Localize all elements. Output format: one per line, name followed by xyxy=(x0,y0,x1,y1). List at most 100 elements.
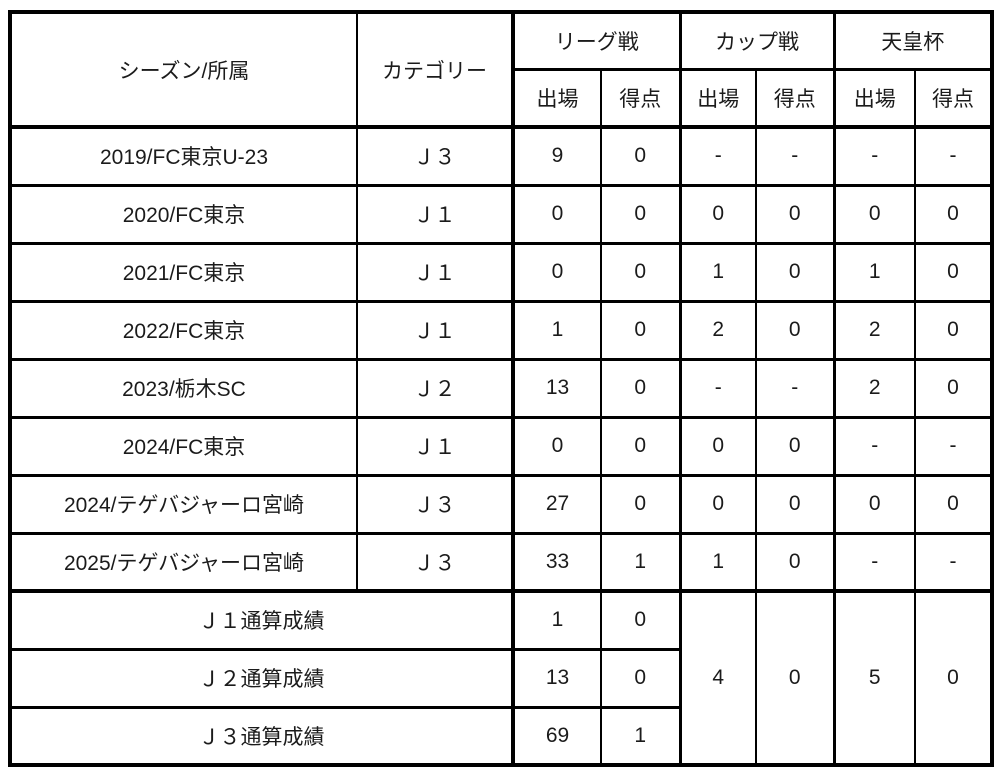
category-cell: Ｊ１ xyxy=(356,241,514,302)
career-stats-table: シーズン/所属 カテゴリー リーグ戦 カップ戦 天皇杯 出場 得点 出場 得点 … xyxy=(8,10,994,767)
totals-label-j1: Ｊ１通算成績 xyxy=(9,589,514,650)
cup-goals-cell: 0 xyxy=(755,183,835,244)
season-cell: 2024/テゲバジャーロ宮崎 xyxy=(9,473,358,534)
emperor-apps-cell: 2 xyxy=(832,357,916,418)
j2-total-apps-cell: 13 xyxy=(511,647,602,708)
season-cell: 2020/FC東京 xyxy=(9,183,358,244)
emperor-goals-cell: - xyxy=(914,125,993,186)
cup-apps-cell: 2 xyxy=(678,299,757,360)
cup-goals-cell: - xyxy=(755,125,835,186)
table-row: 2020/FC東京 Ｊ１ 0 0 0 0 0 0 xyxy=(9,183,993,244)
cup-apps-cell: 0 xyxy=(678,473,757,534)
emperor-apps-cell: 2 xyxy=(832,299,916,360)
totals-row-j3: Ｊ３通算成績 69 1 xyxy=(9,705,992,766)
table-row: 2024/FC東京 Ｊ１ 0 0 0 0 - - xyxy=(9,415,993,476)
table-row: 2021/FC東京 Ｊ１ 0 0 1 0 1 0 xyxy=(9,241,993,302)
table-row: 2024/テゲバジャーロ宮崎 Ｊ３ 27 0 0 0 0 0 xyxy=(9,473,993,534)
season-cell: 2024/FC東京 xyxy=(9,415,358,476)
league-apps-cell: 13 xyxy=(511,357,602,418)
cup-apps-cell: - xyxy=(678,357,757,418)
league-goals-cell: 0 xyxy=(600,299,681,360)
j3-total-goals-cell: 1 xyxy=(600,705,681,766)
league-goals-cell: 0 xyxy=(600,183,681,244)
league-group-header: リーグ戦 xyxy=(511,11,681,70)
emperor-total-apps-cell: 5 xyxy=(832,589,916,766)
cup-goals-cell: - xyxy=(755,357,835,418)
cup-apps-cell: 0 xyxy=(678,415,757,476)
emperor-apps-cell: - xyxy=(832,125,916,186)
table-row: 2023/栃木SC Ｊ２ 13 0 - - 2 0 xyxy=(9,357,993,418)
totals-row-j1: Ｊ１通算成績 1 0 4 0 5 0 xyxy=(9,589,993,766)
emperor-goals-cell: - xyxy=(914,531,993,592)
cup-apps-cell: - xyxy=(678,125,757,186)
league-apps-cell: 33 xyxy=(511,531,602,592)
season-cell: 2025/テゲバジャーロ宮崎 xyxy=(9,531,358,592)
season-cell: 2022/FC東京 xyxy=(9,299,358,360)
league-goals-cell: 0 xyxy=(600,473,681,534)
emperor-apps-cell: 1 xyxy=(832,241,916,302)
category-header: カテゴリー xyxy=(356,11,514,128)
header-sub-row: 出場 得点 出場 得点 出場 得点 xyxy=(10,67,993,128)
cup-goals-cell: 0 xyxy=(755,299,835,360)
season-cell: 2021/FC東京 xyxy=(9,241,358,302)
league-goals-cell: 0 xyxy=(600,415,681,476)
emperor-goals-cell: 0 xyxy=(914,183,993,244)
header-group-row: シーズン/所属 カテゴリー リーグ戦 カップ戦 天皇杯 xyxy=(9,11,993,128)
emperor-goals-header: 得点 xyxy=(914,67,993,128)
cup-apps-header: 出場 xyxy=(678,67,757,128)
cup-goals-cell: 0 xyxy=(755,473,835,534)
cup-apps-cell: 0 xyxy=(678,183,757,244)
cup-group-header: カップ戦 xyxy=(678,11,835,70)
emperor-goals-cell: 0 xyxy=(914,473,993,534)
emperor-total-goals-cell: 0 xyxy=(914,589,993,766)
cup-total-goals-cell: 0 xyxy=(755,589,835,766)
league-goals-cell: 0 xyxy=(600,357,681,418)
category-cell: Ｊ３ xyxy=(356,531,514,592)
season-cell: 2023/栃木SC xyxy=(9,357,358,418)
emperor-cup-group-header: 天皇杯 xyxy=(832,11,993,70)
league-goals-cell: 1 xyxy=(600,531,681,592)
league-apps-cell: 27 xyxy=(511,473,602,534)
emperor-apps-cell: 0 xyxy=(832,183,916,244)
category-cell: Ｊ１ xyxy=(356,299,514,360)
cup-goals-cell: 0 xyxy=(755,531,835,592)
category-cell: Ｊ１ xyxy=(356,183,514,244)
emperor-goals-cell: 0 xyxy=(914,299,993,360)
emperor-goals-cell: - xyxy=(914,415,993,476)
league-goals-cell: 0 xyxy=(600,125,681,186)
totals-label-j2: Ｊ２通算成績 xyxy=(9,647,514,708)
cup-total-apps-cell: 4 xyxy=(678,589,757,766)
league-apps-cell: 0 xyxy=(511,183,602,244)
cup-apps-cell: 1 xyxy=(678,241,757,302)
category-cell: Ｊ１ xyxy=(356,415,514,476)
table-row: 2025/テゲバジャーロ宮崎 Ｊ３ 33 1 1 0 - - xyxy=(9,531,993,592)
league-apps-header: 出場 xyxy=(511,67,602,128)
j1-total-apps-cell: 1 xyxy=(511,589,602,650)
emperor-apps-cell: - xyxy=(832,531,916,592)
cup-goals-cell: 0 xyxy=(755,415,835,476)
league-goals-header: 得点 xyxy=(600,67,681,128)
season-club-header: シーズン/所属 xyxy=(9,11,358,128)
league-goals-cell: 0 xyxy=(600,241,681,302)
emperor-apps-cell: - xyxy=(832,415,916,476)
emperor-apps-header: 出場 xyxy=(832,67,916,128)
category-cell: Ｊ３ xyxy=(356,473,514,534)
totals-row-j2: Ｊ２通算成績 13 0 xyxy=(9,647,992,708)
league-apps-cell: 1 xyxy=(511,299,602,360)
j1-total-goals-cell: 0 xyxy=(600,589,681,650)
cup-goals-cell: 0 xyxy=(755,241,835,302)
league-apps-cell: 9 xyxy=(511,125,602,186)
table-row: 2022/FC東京 Ｊ１ 1 0 2 0 2 0 xyxy=(9,299,993,360)
category-cell: Ｊ２ xyxy=(356,357,514,418)
emperor-goals-cell: 0 xyxy=(914,241,993,302)
category-cell: Ｊ３ xyxy=(356,125,514,186)
season-cell: 2019/FC東京U-23 xyxy=(9,125,358,186)
league-apps-cell: 0 xyxy=(511,415,602,476)
cup-goals-header: 得点 xyxy=(755,67,835,128)
j2-total-goals-cell: 0 xyxy=(600,647,681,708)
totals-label-j3: Ｊ３通算成績 xyxy=(9,705,514,766)
cup-apps-cell: 1 xyxy=(678,531,757,592)
league-apps-cell: 0 xyxy=(511,241,602,302)
table-row: 2019/FC東京U-23 Ｊ３ 9 0 - - - - xyxy=(9,125,993,186)
